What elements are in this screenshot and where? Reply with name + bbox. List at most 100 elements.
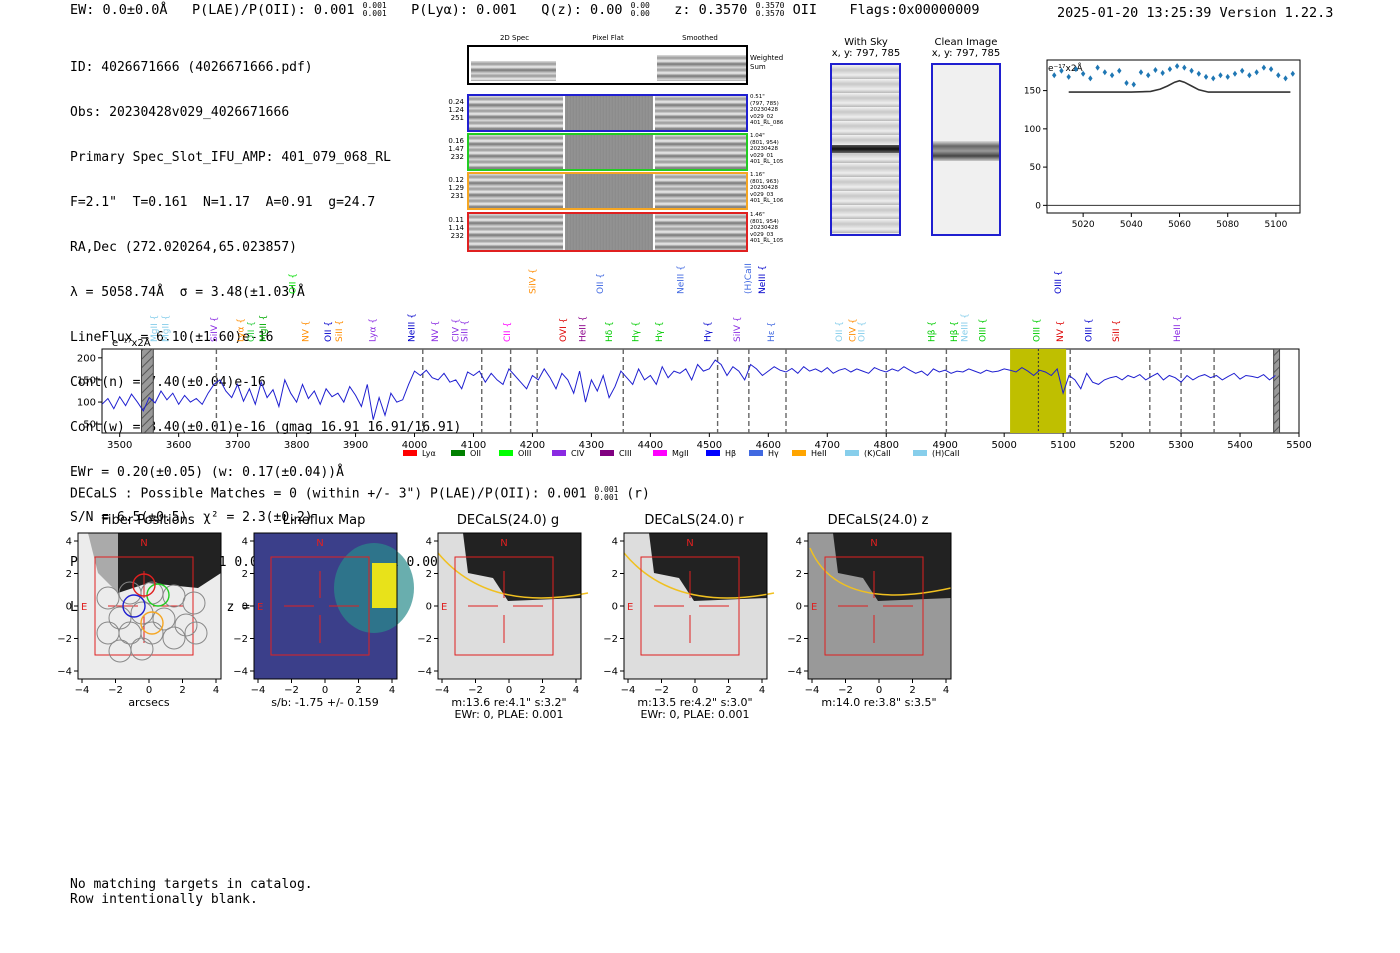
main-y-tick-label: 100 [77, 398, 96, 409]
legend-label: Hβ [725, 449, 736, 458]
emission-line-label: CIV { [849, 318, 859, 342]
fiber-meta: 401_RL_106 [750, 198, 784, 204]
info-lineflux: LineFlux = 6.10(±1.60)e-16 [70, 330, 274, 345]
cutout-title: DECaLS(24.0) r [644, 513, 744, 528]
cutout-image: N E −4 −2 0 2 4 4 2 0 −2 −4 [787, 532, 952, 696]
emission-line-label: OII { [835, 321, 845, 342]
zoom-data-point [1095, 64, 1100, 71]
fiber-circle [132, 573, 156, 597]
cutout-y-tick-label: 0 [796, 602, 802, 613]
cutout-title: DECaLS(24.0) g [456, 513, 560, 528]
header-z-sub: 0.3570 [755, 9, 785, 18]
emission-line-label: Hβ { [928, 321, 938, 342]
main-x-tick-label: 3500 [107, 440, 132, 451]
fiber-meta: v029_03 [750, 191, 774, 198]
emission-line-label: HeII { [1173, 316, 1183, 342]
cutout-y-tick-label: 2 [426, 569, 432, 580]
clean-image-title: Clean Image [934, 37, 998, 48]
cutout-y-tick-label: −4 [603, 667, 618, 678]
fiber-meta: (797, 785) [750, 100, 779, 107]
fiber-row: 0.16 1.47 232 1.04" (801, 954) 20230428 … [440, 133, 800, 171]
emission-line-label: OII { [596, 273, 606, 294]
fiber-meta: 401_RL_105 [750, 159, 784, 165]
legend-label: OII [470, 449, 481, 458]
cutout-title: Lineflux Map [282, 513, 366, 528]
info-lambda-sigma: λ = 5058.74Å σ = 3.48(±1.03)Å [70, 285, 305, 300]
cutout-caption-line: m:13.6 re:4.1" s:3.2" [451, 696, 567, 709]
legend-label: Hγ [768, 449, 779, 458]
info-cont-w: Cont(w) = 8.40(±0.01)e-16 (gmag 16.91 16… [70, 420, 462, 435]
emission-line-label: SiII { [461, 320, 471, 342]
cutout-y-tick-label: −4 [417, 667, 432, 678]
emission-line-label: Hβ { [950, 321, 960, 342]
emission-line-label: OII { [288, 273, 298, 294]
zoom-data-point [1218, 72, 1223, 79]
cutout-x-tick-label: 2 [539, 685, 545, 696]
header-qz-sub: 0.00 [630, 9, 650, 18]
emission-line-label: CII { [503, 322, 513, 342]
cutout-title: Fiber Positions [101, 513, 195, 528]
main-x-tick-label: 4200 [520, 440, 545, 451]
decals-ellipse [809, 547, 952, 596]
fiber-meta: (801, 963) [750, 178, 779, 185]
with-sky-coords: x, y: 797, 785 [831, 48, 901, 59]
decals-summary-tail: (r) [626, 486, 650, 502]
cutout-x-tick-label: −2 [108, 685, 123, 696]
fiber-stat: 251 [450, 114, 464, 122]
cutout-x-tick-label: 0 [146, 685, 152, 696]
zoom-data-point [1196, 70, 1201, 77]
legend-swatch [403, 450, 417, 456]
info-fit-params: F=2.1" T=0.161 N=1.17 A=0.91 g=24.7 [70, 195, 376, 210]
east-label: E [627, 602, 633, 613]
emission-line-label: Lyα { [369, 318, 379, 342]
fiber-circle [122, 594, 146, 618]
decals-summary-sup: 0.001 [594, 485, 619, 494]
zoom-data-point [1174, 63, 1180, 70]
fiber-row: 0.12 1.29 231 1.16" (801, 963) 20230428 … [440, 172, 800, 210]
decals-source [833, 533, 951, 601]
legend-swatch [845, 450, 859, 456]
aperture-box [94, 556, 194, 656]
main-x-tick-label: 3600 [166, 440, 191, 451]
zoom-x-tick-label: 5060 [1168, 220, 1191, 230]
main-y-tick-label: 50 [83, 420, 96, 431]
main-x-tick-label: 3900 [343, 440, 368, 451]
fiber-circle [140, 611, 164, 635]
emission-line-label: NV { [1056, 321, 1066, 342]
main-flux-line [102, 359, 1276, 420]
cutout-caption: s/b: -1.75 +/- 0.159 [240, 697, 410, 709]
fiber-stat: 0.12 [448, 176, 464, 184]
zoom-data-point [1261, 64, 1267, 71]
east-label: E [257, 602, 263, 613]
zoom-x-tick-label: 5100 [1264, 220, 1287, 230]
emission-line-label: CIV { [452, 318, 462, 342]
main-chart-frame [101, 348, 1300, 434]
legend-label: (H)CaII [932, 449, 959, 458]
cutout-x-tick-label: 0 [322, 685, 328, 696]
zoom-data-point [1073, 66, 1079, 73]
cutout-y-tick-label: 0 [612, 602, 618, 613]
fiber-meta: 1.46" [750, 212, 765, 218]
aperture-box [454, 556, 554, 656]
emission-line-label: NV { [431, 321, 441, 342]
cutout-caption-line: m:13.5 re:4.2" s:3.0" [637, 696, 753, 709]
cutout-y-tick-label: 2 [612, 569, 618, 580]
center-crosshair [284, 571, 359, 643]
cutout-caption: m:14.0 re:3.8" s:3.5" [794, 697, 964, 709]
info-id: ID: 4026671666 (4026671666.pdf) [70, 60, 313, 75]
emission-line-label: OIII { [1084, 318, 1094, 342]
fiber-image [467, 133, 748, 171]
cutout-x-tick-label: 2 [355, 685, 361, 696]
faint-source [88, 533, 118, 593]
emission-line-label: OII { [247, 321, 257, 342]
legend-swatch [706, 450, 720, 456]
main-x-tick-label: 5500 [1286, 440, 1311, 451]
zoom-data-point [1153, 66, 1158, 73]
cutout-x-tick-label: −2 [468, 685, 483, 696]
spectra-2d-panel: 2D Spec Pixel Flat Smoothed Weighted Sum… [440, 32, 800, 257]
cutout-x-tick-label: −4 [251, 685, 266, 696]
emission-line-label: NeIII { [676, 265, 686, 294]
cutout-image: N E −4 −2 0 2 4 4 2 0 −2 −4 [233, 532, 414, 696]
legend-label: CIII [619, 449, 632, 458]
cutout-y-tick-label: 4 [612, 537, 618, 548]
